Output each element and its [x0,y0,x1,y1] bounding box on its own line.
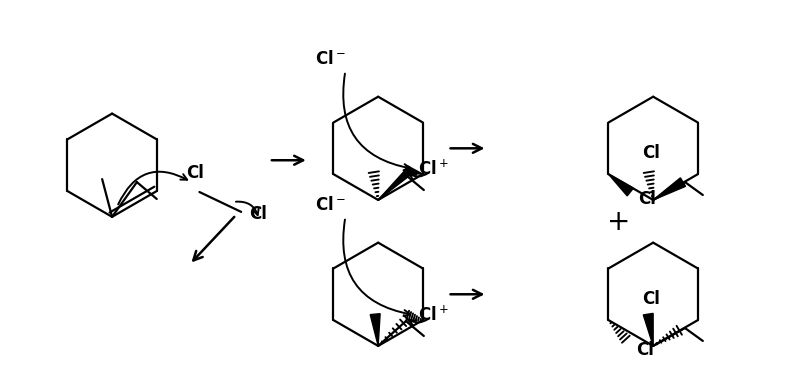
Polygon shape [643,314,653,346]
Text: Cl: Cl [249,205,267,223]
Text: Cl: Cl [186,164,205,182]
Text: Cl: Cl [642,290,660,308]
Polygon shape [653,178,686,200]
Text: Cl: Cl [638,190,656,208]
Text: Cl$^-$: Cl$^-$ [315,50,346,68]
Polygon shape [370,314,380,346]
Text: Cl$^+$: Cl$^+$ [418,159,450,179]
Polygon shape [609,174,634,196]
Polygon shape [404,165,423,174]
Text: Cl: Cl [642,144,660,162]
Text: Cl$^-$: Cl$^-$ [315,196,346,214]
Polygon shape [378,166,414,200]
Text: Cl$^+$: Cl$^+$ [418,305,450,325]
Text: +: + [606,208,630,236]
Text: Cl: Cl [636,341,654,359]
